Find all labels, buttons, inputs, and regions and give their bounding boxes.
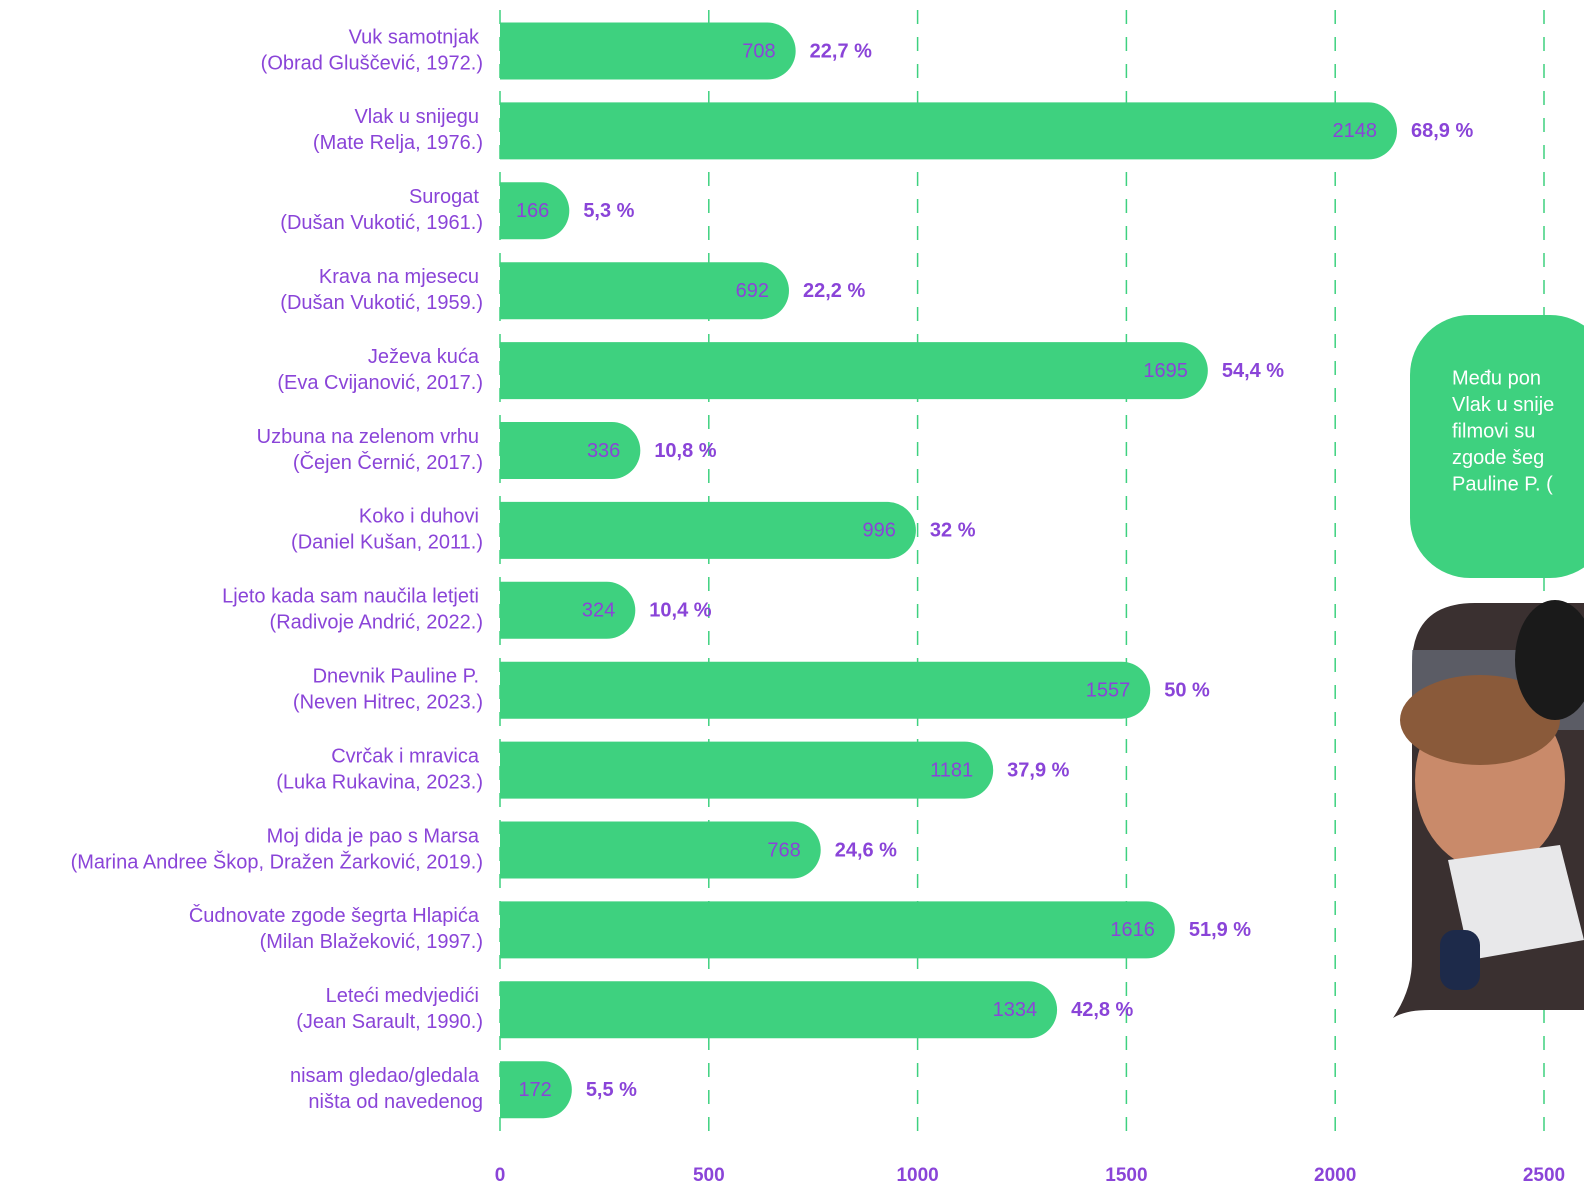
photo [1393, 600, 1584, 1018]
share-label: 5,3 % [583, 200, 634, 222]
category-sublabel: (Milan Blažeković, 1997.) [260, 931, 483, 953]
category-sublabel: (Dušan Vukotić, 1959.) [280, 292, 483, 314]
callout-text: Među pon [1452, 367, 1541, 389]
x-tick-label: 1000 [896, 1165, 938, 1186]
share-label: 37,9 % [1007, 759, 1069, 781]
category-sublabel: (Obrad Gluščević, 1972.) [261, 52, 483, 74]
value-label: 1334 [993, 999, 1038, 1021]
category-sublabel: (Eva Cvijanović, 2017.) [277, 372, 483, 394]
category-sublabel: (Radivoje Andrić, 2022.) [270, 612, 483, 634]
category-sublabel: (Mate Relja, 1976.) [313, 132, 483, 154]
value-label: 336 [587, 440, 620, 462]
share-label: 54,4 % [1222, 360, 1284, 382]
callout-text: filmovi su [1452, 420, 1535, 442]
page: 0 500 1000 1500 2000 2500 Među pon Vlak u snij… [0, 0, 1584, 1197]
category-sublabel: (Luka Rukavina, 2023.) [276, 771, 483, 793]
category-sublabel: ništa od navedenog [308, 1091, 483, 1113]
category-sublabel: (Marina Andree Škop, Dražen Žarković, 20… [71, 850, 483, 873]
value-label: 708 [742, 40, 775, 62]
category-label: Moj dida je pao s Marsa [267, 825, 480, 847]
value-label: 692 [736, 280, 769, 302]
category-sublabel: (Čejen Černić, 2017.) [293, 451, 483, 474]
category-label: Uzbuna na zelenom vrhu [257, 426, 479, 448]
category-label: Krava na mjesecu [319, 266, 479, 288]
bar [500, 981, 1057, 1038]
bar [500, 901, 1175, 958]
value-label: 768 [767, 839, 800, 861]
category-sublabel: (Daniel Kušan, 2011.) [291, 532, 483, 554]
value-label: 172 [518, 1079, 551, 1101]
value-label: 996 [863, 520, 896, 542]
category-label: Vlak u snijegu [354, 106, 479, 128]
x-tick-label: 500 [693, 1165, 725, 1186]
category-label: Surogat [409, 186, 479, 208]
x-tick-label: 2000 [1314, 1165, 1356, 1186]
category-label: Vuk samotnjak [349, 26, 480, 48]
share-label: 42,8 % [1071, 999, 1133, 1021]
value-label: 166 [516, 200, 549, 222]
share-label: 32 % [930, 520, 976, 542]
value-label: 1181 [930, 759, 973, 781]
category-label: Ježeva kuća [368, 346, 480, 368]
share-label: 50 % [1164, 679, 1210, 701]
share-label: 22,2 % [803, 280, 865, 302]
callout-text: Vlak u snije [1452, 394, 1554, 416]
value-label: 1616 [1110, 919, 1155, 941]
share-label: 22,7 % [810, 40, 872, 62]
category-label: Cvrčak i mravica [331, 745, 480, 767]
callout-text: Pauline P. ( [1452, 473, 1553, 495]
category-sublabel: (Jean Sarault, 1990.) [296, 1011, 483, 1033]
category-label: nisam gledao/gledala [290, 1065, 480, 1087]
category-label: Čudnovate zgode šegrta Hlapića [189, 904, 480, 927]
category-label: Leteći medvjedići [326, 985, 479, 1007]
share-label: 24,6 % [835, 839, 897, 861]
value-label: 324 [582, 600, 615, 622]
category-label: Dnevnik Pauline P. [313, 665, 479, 687]
bar [500, 662, 1150, 719]
bar [500, 342, 1208, 399]
share-label: 5,5 % [586, 1079, 637, 1101]
bar [500, 502, 916, 559]
category-sublabel: (Neven Hitrec, 2023.) [293, 691, 483, 713]
bar [500, 102, 1397, 159]
share-label: 10,4 % [649, 600, 711, 622]
share-label: 10,8 % [654, 440, 716, 462]
value-label: 2148 [1333, 120, 1378, 142]
x-tick-label: 0 [495, 1165, 506, 1186]
bar [500, 742, 993, 799]
category-label: Ljeto kada sam naučila letjeti [222, 586, 479, 608]
share-label: 51,9 % [1189, 919, 1251, 941]
callout-text: zgode šeg [1452, 447, 1544, 469]
value-label: 1557 [1086, 679, 1131, 701]
chart: 0 500 1000 1500 2000 2500 Među pon Vlak u snij… [0, 0, 1584, 1197]
bars: Vuk samotnjak (Obrad Gluščević, 1972.) 708… [71, 23, 1474, 1119]
value-label: 1695 [1143, 360, 1188, 382]
category-label: Koko i duhovi [359, 506, 479, 528]
category-sublabel: (Dušan Vukotić, 1961.) [280, 212, 483, 234]
x-tick-label: 1500 [1105, 1165, 1147, 1186]
x-tick-label: 2500 [1523, 1165, 1565, 1186]
share-label: 68,9 % [1411, 120, 1473, 142]
